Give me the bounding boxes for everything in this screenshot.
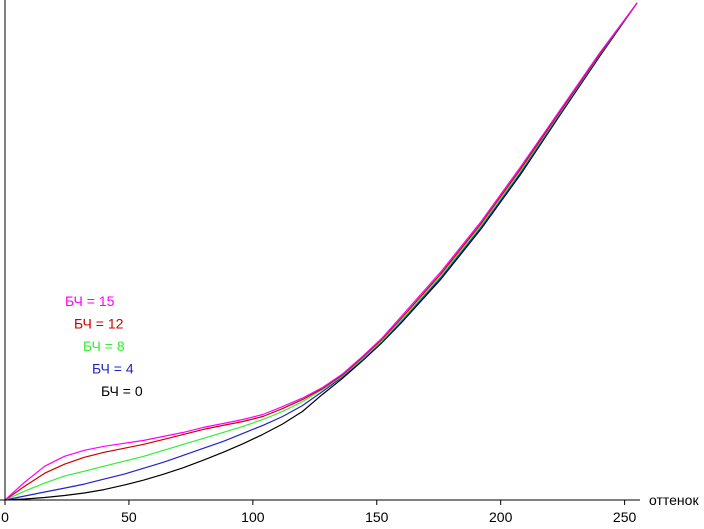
x-tick-label-1: 50 [121, 509, 137, 525]
x-axis [0, 0, 640, 501]
series-line-1 [4, 2, 638, 501]
series-line-4 [4, 2, 638, 501]
legend: БЧ = 15 БЧ = 12 БЧ = 8 БЧ = 4 БЧ = 0 [65, 293, 143, 399]
legend-entry-4: БЧ = 0 [101, 383, 143, 399]
series-line-3 [4, 2, 638, 501]
legend-entry-2: БЧ = 8 [83, 338, 125, 354]
series-layer [4, 2, 638, 501]
x-tick-label-5: 250 [613, 509, 637, 525]
x-tick-label-2: 100 [241, 509, 265, 525]
x-tick-label-4: 200 [489, 509, 513, 525]
legend-entry-0: БЧ = 15 [65, 293, 115, 309]
x-tick-label-3: 150 [365, 509, 389, 525]
legend-entry-3: БЧ = 4 [92, 361, 134, 377]
legend-entry-1: БЧ = 12 [74, 316, 124, 332]
series-line-0 [4, 2, 638, 501]
x-ticks: 0 50 100 150 200 250 [1, 500, 637, 525]
x-tick-label-0: 0 [1, 509, 9, 525]
x-axis-title: оттенок [649, 492, 699, 508]
series-line-2 [4, 2, 638, 501]
